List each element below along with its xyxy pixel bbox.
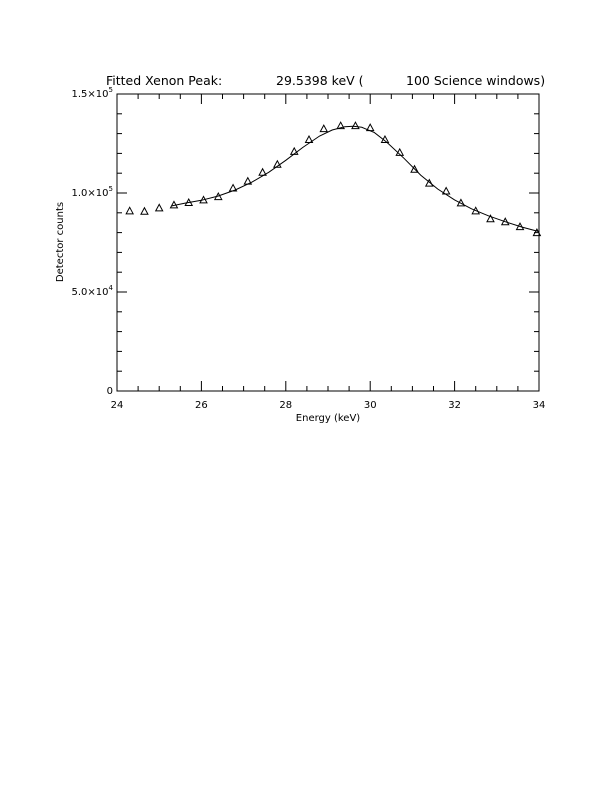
plot-frame	[116, 93, 540, 392]
data-point	[395, 147, 405, 156]
x-tick-label: 34	[533, 400, 546, 411]
data-point	[289, 146, 299, 155]
x-tick-label: 32	[448, 400, 461, 411]
data-point	[410, 164, 419, 173]
data-point	[125, 206, 134, 215]
data-point	[441, 186, 451, 195]
data-point	[140, 206, 149, 215]
data-point	[319, 124, 329, 133]
data-point	[471, 206, 481, 215]
chart-title-label: Fitted Xenon Peak:	[106, 73, 223, 88]
data-point	[336, 121, 345, 130]
data-point	[184, 197, 194, 207]
data-point	[515, 222, 525, 231]
y-axis-label: Detector counts	[55, 202, 66, 282]
y-tick-label: 5.0×104	[72, 284, 114, 298]
x-tick-label: 28	[279, 400, 292, 411]
data-point	[365, 123, 375, 132]
data-point	[199, 195, 208, 204]
data-point	[351, 121, 360, 130]
data-point	[424, 178, 434, 187]
x-tick-label: 24	[111, 400, 124, 411]
data-point	[169, 200, 179, 209]
x-tick-label: 30	[364, 400, 377, 411]
data-point	[154, 203, 164, 212]
data-point	[486, 214, 495, 223]
data-point	[258, 167, 267, 176]
x-axis: 24 26 28 30 32 34	[111, 94, 546, 411]
y-tick-label: 1.0×105	[72, 185, 113, 199]
data-point	[243, 176, 253, 185]
y-tick-label: 1.5×105	[72, 86, 113, 100]
data-point	[456, 198, 466, 207]
data-point	[273, 159, 282, 168]
x-tick-label: 26	[195, 400, 208, 411]
chart-title-peak-value: 29.5398 keV (	[276, 73, 364, 88]
fit-curve	[171, 125, 540, 233]
data-point	[213, 192, 223, 201]
chart-title-windows: 100 Science windows)	[406, 73, 546, 88]
data-point	[228, 183, 238, 192]
y-axis: 0 5.0×104 1.0×105 1.5×105	[72, 86, 539, 397]
x-axis-label: Energy (keV)	[296, 413, 361, 424]
data-point	[380, 134, 390, 144]
data-points	[125, 121, 542, 237]
data-point	[500, 217, 510, 226]
y-tick-label: 0	[107, 386, 113, 397]
data-point	[304, 134, 314, 144]
data-point	[532, 228, 542, 237]
